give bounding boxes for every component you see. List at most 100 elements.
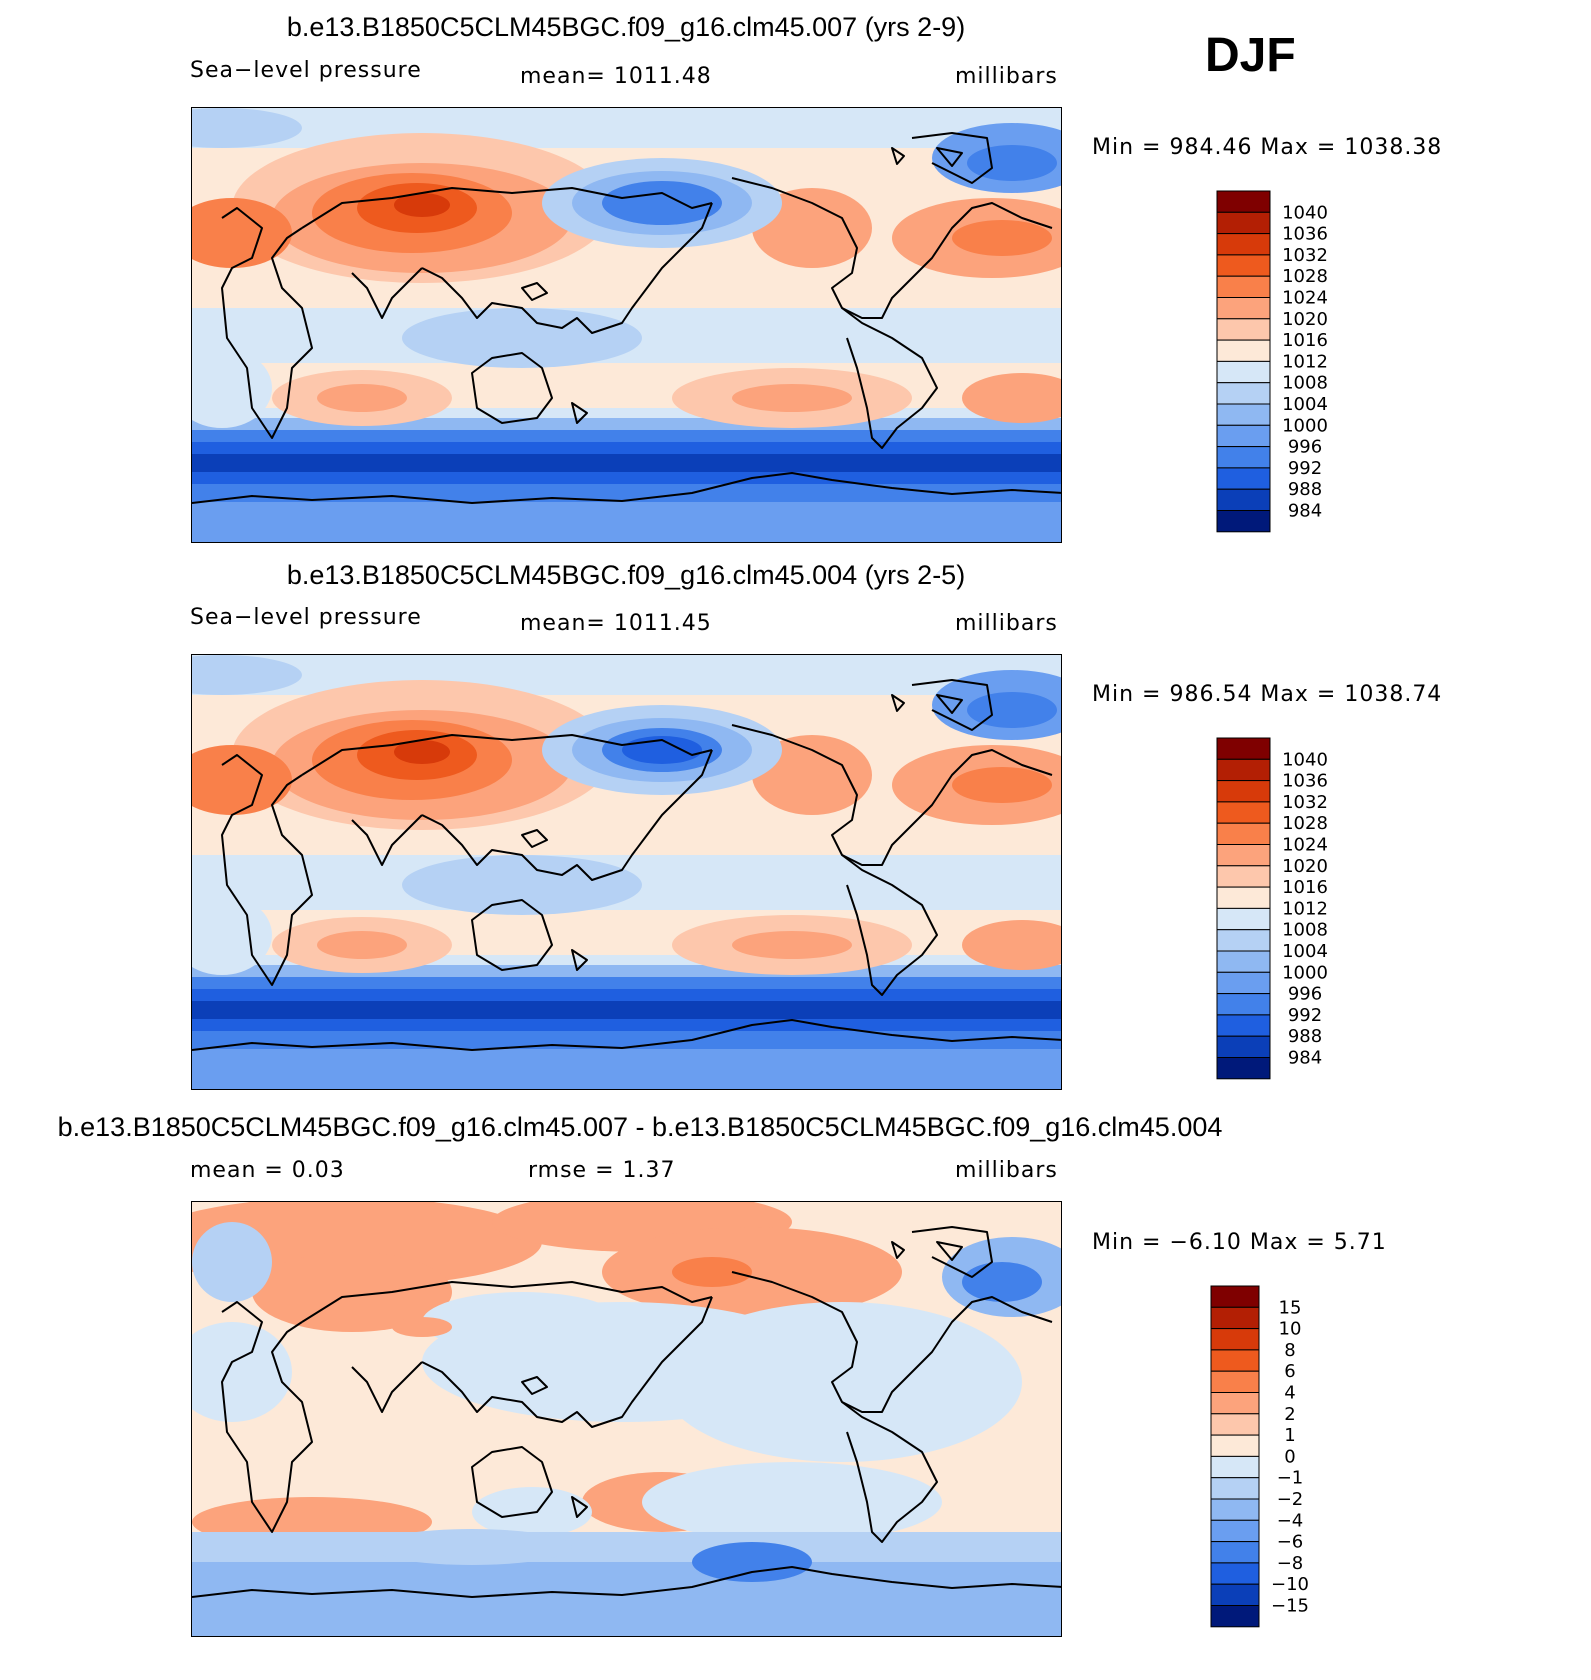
colorbar-swatch <box>1210 1413 1260 1436</box>
panel-2-map <box>191 654 1062 1090</box>
colorbar-tick-label: 1040 <box>1282 749 1328 770</box>
panel-2-variable-label: Sea−level pressure <box>190 605 422 630</box>
colorbar-swatch <box>1216 254 1271 277</box>
colorbar-swatch <box>1210 1498 1260 1521</box>
panel-2-mean-label: mean= 1011.45 <box>520 611 712 636</box>
panel-2-minmax: Min = 986.54 Max = 1038.74 <box>1092 682 1443 707</box>
colorbar-swatch <box>1216 1035 1271 1059</box>
panel-1-colorbar: 1040 1036 1032 1028 1024 1020 1016 1012 1008 1004… <box>1216 190 1336 535</box>
colorbar-tick-label: 1020 <box>1282 309 1328 330</box>
colorbar-swatch <box>1216 467 1271 490</box>
colorbar-tick-label: 1008 <box>1282 920 1328 941</box>
colorbar-swatch <box>1216 1057 1271 1080</box>
colorbar-tick-label: 1000 <box>1282 415 1328 436</box>
colorbar-swatch <box>1216 737 1271 760</box>
colorbar-swatch <box>1216 971 1271 995</box>
colorbar-swatch <box>1216 844 1271 867</box>
colorbar-tick-label: 1016 <box>1282 330 1328 351</box>
colorbar-swatch <box>1216 403 1271 426</box>
colorbar-swatch <box>1210 1285 1260 1308</box>
colorbar-tick-label: −2 <box>1277 1489 1304 1510</box>
colorbar-tick-label: 996 <box>1288 984 1322 1005</box>
colorbar-tick-label: 1004 <box>1282 941 1328 962</box>
colorbar-tick-label: −8 <box>1277 1553 1304 1574</box>
colorbar-tick-label: 1012 <box>1282 898 1328 919</box>
colorbar-swatch <box>1210 1370 1260 1393</box>
colorbar-swatch <box>1210 1605 1260 1628</box>
colorbar-tick-label: 1036 <box>1282 771 1328 792</box>
colorbar-swatch <box>1216 801 1271 824</box>
colorbar-tick-label: 1024 <box>1282 835 1328 856</box>
colorbar-swatch <box>1210 1477 1260 1500</box>
panel-3-minmax: Min = −6.10 Max = 5.71 <box>1092 1230 1387 1255</box>
colorbar-tick-label: 8 <box>1284 1340 1295 1361</box>
panel-3-map <box>191 1201 1062 1637</box>
colorbar-tick-label: 1004 <box>1282 394 1328 415</box>
panel-3-colorbar: 15 10 8 6 4 2 1 0 −1 −2 −4 −6 −8 −10 −15 <box>1210 1285 1330 1630</box>
colorbar-tick-label: 1028 <box>1282 266 1328 287</box>
colorbar-tick-label: 984 <box>1288 501 1322 522</box>
colorbar-tick-label: 1000 <box>1282 962 1328 983</box>
colorbar-swatch <box>1210 1562 1260 1585</box>
colorbar-tick-label: 6 <box>1284 1361 1295 1382</box>
colorbar-tick-label: 992 <box>1288 1005 1322 1026</box>
colorbar-swatch <box>1216 993 1271 1016</box>
panel-1-minmax: Min = 984.46 Max = 1038.38 <box>1092 135 1443 160</box>
panel-3-units-label: millibars <box>955 1158 1058 1183</box>
colorbar-swatch <box>1210 1434 1260 1457</box>
colorbar-tick-label: 10 <box>1279 1319 1302 1340</box>
colorbar-tick-label: −1 <box>1277 1468 1304 1489</box>
colorbar-swatch <box>1216 950 1271 973</box>
colorbar-tick-label: 1032 <box>1282 792 1328 813</box>
colorbar-tick-label: 1024 <box>1282 288 1328 309</box>
panel-1-map <box>191 107 1062 543</box>
colorbar-swatch <box>1210 1455 1260 1479</box>
colorbar-tick-label: 996 <box>1288 437 1322 458</box>
colorbar-tick-label: −6 <box>1277 1532 1304 1553</box>
panel-2-title: b.e13.B1850C5CLM45BGC.f09_g16.clm45.004 … <box>286 560 966 590</box>
colorbar-swatch <box>1216 318 1271 341</box>
colorbar-swatch <box>1216 886 1271 909</box>
colorbar-swatch <box>1216 780 1271 803</box>
colorbar-swatch <box>1210 1392 1260 1415</box>
panel-3-mean-label: mean = 0.03 <box>190 1158 345 1183</box>
season-label: DJF <box>1205 29 1296 82</box>
colorbar-swatch <box>1216 360 1271 384</box>
colorbar-tick-label: 1036 <box>1282 224 1328 245</box>
colorbar-swatch <box>1210 1583 1260 1607</box>
colorbar-swatch <box>1216 446 1271 469</box>
colorbar-swatch <box>1210 1541 1260 1564</box>
panel-2-colorbar: 1040 1036 1032 1028 1024 1020 1016 1012 1008 1004… <box>1216 737 1336 1082</box>
colorbar-tick-label: 15 <box>1279 1297 1302 1318</box>
colorbar-tick-label: 988 <box>1288 479 1322 500</box>
panel-3-rmse-label: rmse = 1.37 <box>528 1158 676 1183</box>
colorbar-swatch <box>1216 1014 1271 1037</box>
colorbar-swatch <box>1210 1519 1260 1543</box>
colorbar-tick-label: 1032 <box>1282 245 1328 266</box>
colorbar-tick-label: 992 <box>1288 458 1322 479</box>
colorbar-tick-label: 1040 <box>1282 202 1328 223</box>
colorbar-swatch <box>1216 929 1271 952</box>
panel-1-units-label: millibars <box>955 64 1058 89</box>
panel-1-title: b.e13.B1850C5CLM45BGC.f09_g16.clm45.007 … <box>286 12 966 42</box>
colorbar-swatch <box>1216 190 1271 213</box>
colorbar-tick-label: −10 <box>1271 1574 1309 1595</box>
colorbar-tick-label: 2 <box>1284 1404 1295 1425</box>
colorbar-tick-label: 1 <box>1284 1425 1295 1446</box>
colorbar-swatch <box>1216 865 1271 888</box>
colorbar-swatch <box>1216 297 1271 320</box>
panel-2-units-label: millibars <box>955 611 1058 636</box>
colorbar-tick-label: 1012 <box>1282 351 1328 372</box>
colorbar-swatch <box>1216 339 1271 362</box>
colorbar-swatch <box>1210 1328 1260 1351</box>
colorbar-swatch <box>1216 758 1271 782</box>
colorbar-tick-label: 984 <box>1288 1048 1322 1069</box>
panel-3-title: b.e13.B1850C5CLM45BGC.f09_g16.clm45.007 … <box>57 1112 1223 1142</box>
colorbar-tick-label: 988 <box>1288 1026 1322 1047</box>
colorbar-tick-label: −4 <box>1277 1510 1304 1531</box>
colorbar-tick-label: 4 <box>1284 1383 1295 1404</box>
panel-1-variable-label: Sea−level pressure <box>190 58 422 83</box>
colorbar-tick-label: 0 <box>1284 1446 1295 1467</box>
colorbar-tick-label: 1008 <box>1282 373 1328 394</box>
colorbar-swatch <box>1216 233 1271 256</box>
